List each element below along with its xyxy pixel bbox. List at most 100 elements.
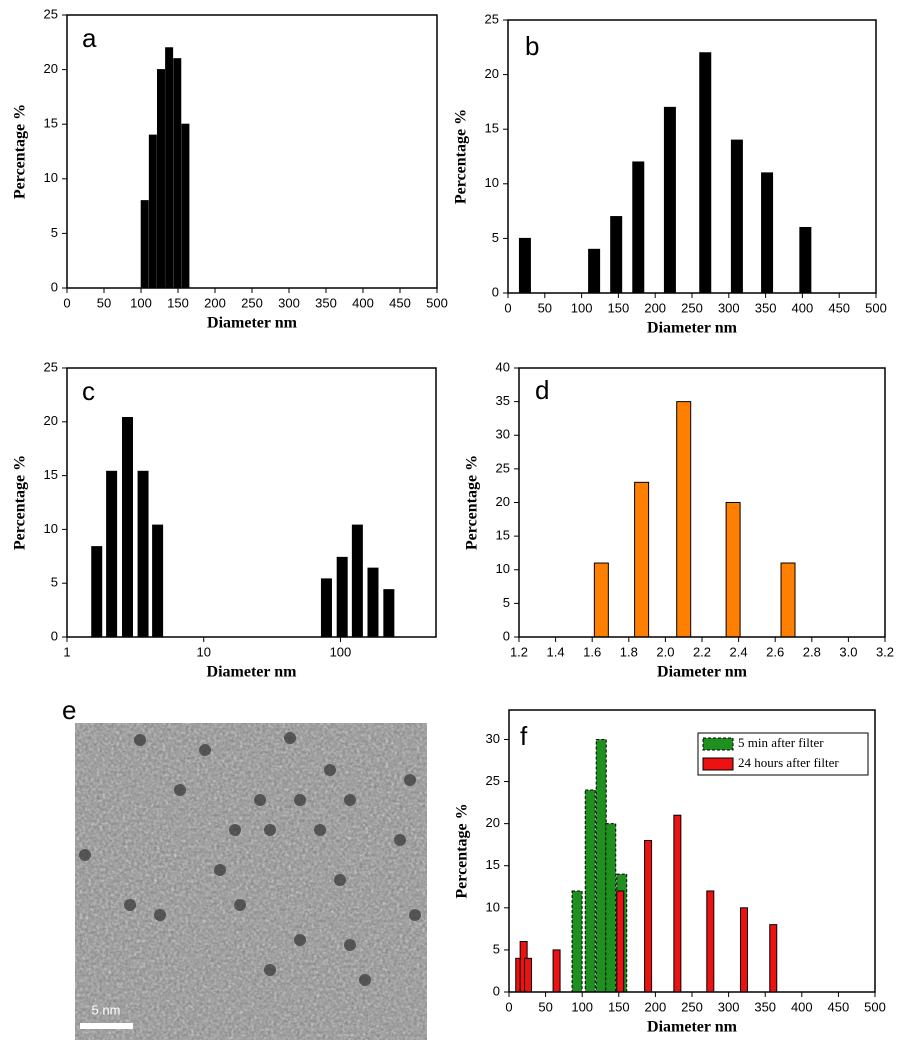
bar — [156, 69, 165, 289]
y-tick-label: 30 — [496, 427, 510, 442]
y-tick-label: 5 — [492, 230, 499, 245]
bar — [769, 924, 778, 993]
legend-swatch — [702, 757, 734, 771]
nanoparticle — [254, 794, 266, 806]
nanoparticle — [234, 899, 246, 911]
bar — [644, 839, 653, 993]
x-tick-label: 3.2 — [876, 644, 894, 659]
x-tick-label: 500 — [864, 999, 886, 1014]
nanoparticle — [344, 939, 356, 951]
y-tick-label: 25 — [44, 6, 58, 21]
x-tick-label: 2.4 — [730, 644, 748, 659]
nanoparticle — [199, 744, 211, 756]
bar — [91, 546, 103, 638]
x-tick-label: 1.4 — [547, 644, 565, 659]
x-tick-label: 450 — [828, 300, 850, 315]
y-axis-title: Percentage % — [464, 455, 481, 550]
bar — [706, 890, 715, 993]
x-tick-label: 0 — [63, 295, 70, 310]
plot-frame — [507, 19, 877, 294]
x-tick-label: 500 — [865, 300, 887, 315]
y-tick-label: 10 — [496, 561, 510, 576]
x-tick-label: 350 — [315, 295, 337, 310]
y-tick-label: 10 — [486, 899, 500, 914]
x-tick-label: 450 — [828, 999, 850, 1014]
bar — [632, 161, 645, 294]
bar — [673, 814, 682, 993]
nanoparticle — [284, 732, 296, 744]
y-tick-label: 0 — [492, 284, 499, 299]
nanoparticle — [134, 734, 146, 746]
panel-label: f — [520, 721, 528, 751]
y-axis-title: Percentage % — [12, 455, 29, 550]
x-axis-title: Diameter nm — [207, 315, 298, 332]
x-tick-label: 400 — [352, 295, 374, 310]
x-tick-label: 500 — [426, 295, 448, 310]
x-tick-label: 2.0 — [656, 644, 674, 659]
x-tick-label: 350 — [754, 999, 776, 1014]
x-tick-label: 50 — [538, 999, 552, 1014]
legend-label: 24 hours after filter — [738, 755, 839, 770]
x-tick-label: 400 — [791, 999, 813, 1014]
y-tick-label: 0 — [503, 628, 510, 643]
x-tick-label: 100 — [330, 644, 352, 659]
y-tick-label: 10 — [44, 521, 58, 536]
x-axis-title: Diameter nm — [207, 664, 298, 681]
y-tick-label: 25 — [496, 460, 510, 475]
legend-swatch — [702, 737, 734, 751]
bar — [761, 172, 774, 294]
nanoparticle — [124, 899, 136, 911]
bar — [634, 481, 650, 638]
y-tick-label: 20 — [496, 494, 510, 509]
x-tick-label: 300 — [718, 999, 740, 1014]
bar — [351, 524, 363, 638]
x-tick-label: 200 — [644, 300, 666, 315]
bar — [336, 556, 348, 638]
y-tick-label: 5 — [493, 941, 500, 956]
panel-label: d — [535, 375, 549, 405]
y-tick-label: 15 — [486, 857, 500, 872]
x-tick-label: 0 — [505, 999, 512, 1014]
bar — [584, 789, 596, 993]
x-tick-label: 1 — [63, 644, 70, 659]
bar — [383, 589, 395, 638]
x-tick-label: 50 — [538, 300, 552, 315]
bar — [799, 226, 812, 294]
x-tick-label: 150 — [608, 999, 630, 1014]
bar — [725, 502, 741, 638]
y-axis-title: Percentage % — [453, 109, 470, 204]
bar — [148, 134, 157, 289]
y-tick-label: 10 — [44, 170, 58, 185]
x-tick-label: 200 — [204, 295, 226, 310]
y-tick-label: 25 — [486, 773, 500, 788]
tem-texture — [75, 723, 427, 1040]
bar — [524, 957, 533, 993]
bar — [106, 470, 118, 638]
bar — [588, 248, 601, 294]
legend-label: 5 min after filter — [738, 735, 824, 750]
x-tick-label: 100 — [571, 300, 593, 315]
nanoparticle — [264, 964, 276, 976]
x-tick-label: 300 — [278, 295, 300, 310]
y-tick-label: 10 — [485, 175, 499, 190]
panel-label: c — [82, 376, 95, 406]
nanoparticle — [334, 874, 346, 886]
y-tick-label: 30 — [486, 731, 500, 746]
scale-label: 5 nm — [92, 1002, 121, 1017]
y-tick-label: 20 — [486, 815, 500, 830]
x-tick-label: 50 — [97, 295, 111, 310]
y-tick-label: 40 — [496, 359, 510, 374]
y-tick-label: 5 — [51, 225, 58, 240]
plot-frame — [518, 367, 886, 638]
nanoparticle — [229, 824, 241, 836]
y-tick-label: 15 — [44, 467, 58, 482]
x-tick-label: 3.0 — [839, 644, 857, 659]
nanoparticle — [214, 864, 226, 876]
y-tick-label: 0 — [51, 279, 58, 294]
panel-label: b — [525, 31, 539, 61]
x-tick-label: 200 — [645, 999, 667, 1014]
bar — [730, 139, 743, 294]
y-tick-label: 5 — [503, 595, 510, 610]
nanoparticle — [324, 764, 336, 776]
